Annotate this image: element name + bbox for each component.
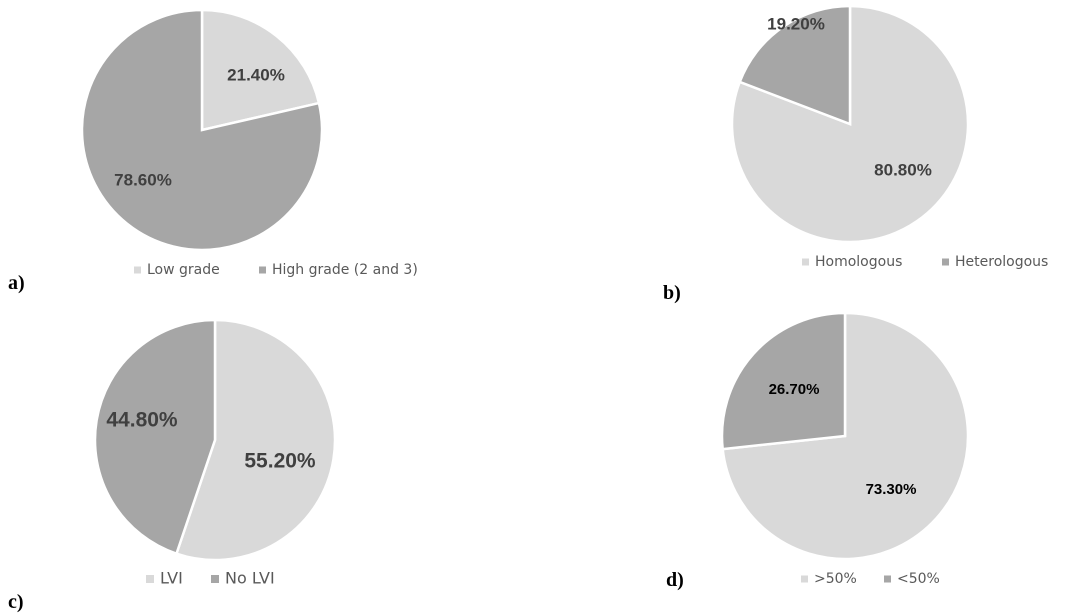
legend-swatch	[884, 575, 891, 583]
legend-label: No LVI	[225, 569, 275, 588]
panel-label-d: d)	[666, 569, 684, 591]
pie-chart-b: 80.80% 19.20% Homologous Heterologous	[730, 4, 1048, 270]
data-label: 55.20%	[244, 450, 316, 473]
data-label: 44.80%	[106, 409, 178, 432]
legend-swatch	[146, 575, 154, 583]
legend-swatch	[211, 575, 219, 583]
legend-label: Heterologous	[955, 254, 1048, 270]
data-label: 19.20%	[767, 14, 825, 33]
pie-slice-50	[720, 311, 847, 451]
pie-slice-low-grade	[200, 8, 321, 132]
legend-swatch	[802, 258, 809, 266]
pie-chart-a: 21.40% 78.60% Low grade High grade (2 and 3…	[80, 8, 418, 278]
data-label: 80.80%	[874, 160, 932, 179]
pie-slice-no-lvi	[93, 318, 217, 556]
data-label: 21.40%	[227, 65, 285, 84]
legend-label: High grade (2 and 3)	[272, 262, 418, 278]
pie-slice-homologous	[730, 4, 970, 244]
data-label: 73.30%	[866, 481, 917, 498]
data-label: 78.60%	[114, 170, 172, 189]
legend-swatch	[801, 575, 808, 583]
legend-swatch	[134, 266, 141, 274]
legend-swatch	[942, 258, 949, 266]
legend-label: Low grade	[147, 262, 220, 278]
pie-chart-c: 55.20% 44.80% LVI No LVI	[93, 318, 337, 588]
legend-label: >50%	[814, 571, 857, 587]
panel-label-c: c)	[8, 591, 24, 613]
pie-slice-high-grade-2-and-3	[80, 8, 324, 252]
legend-swatch	[259, 266, 266, 274]
panel-label-b: b)	[663, 282, 681, 304]
panel-label-a: a)	[8, 272, 25, 294]
pie-chart-d: 73.30% 26.70% >50% <50%	[720, 311, 970, 587]
legend-label: Homologous	[815, 254, 902, 270]
pie-slice-heterologous	[738, 4, 852, 126]
legend-label: LVI	[160, 569, 183, 588]
legend-label: <50%	[897, 571, 940, 587]
data-label: 26.70%	[769, 381, 820, 398]
